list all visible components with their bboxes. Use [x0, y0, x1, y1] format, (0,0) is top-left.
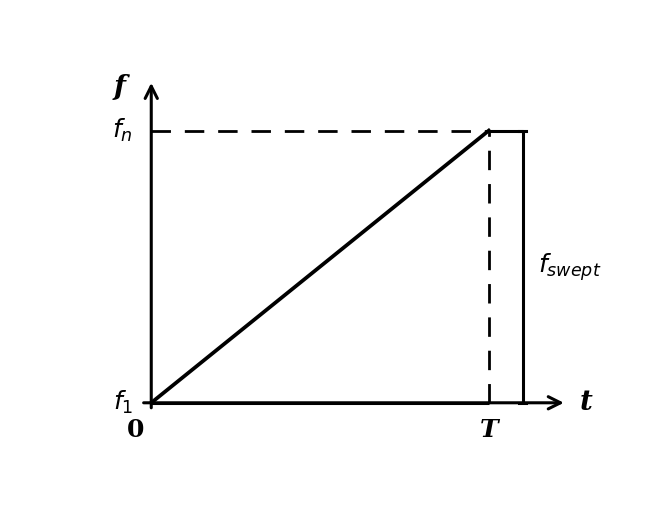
Text: $f_{swept}$: $f_{swept}$ — [538, 251, 602, 282]
Text: $f_n$: $f_n$ — [113, 117, 133, 144]
Text: 0: 0 — [127, 418, 144, 442]
Text: f: f — [114, 74, 126, 102]
Text: T: T — [480, 418, 498, 442]
Text: $f_1$: $f_1$ — [113, 389, 133, 417]
Text: t: t — [580, 389, 592, 416]
